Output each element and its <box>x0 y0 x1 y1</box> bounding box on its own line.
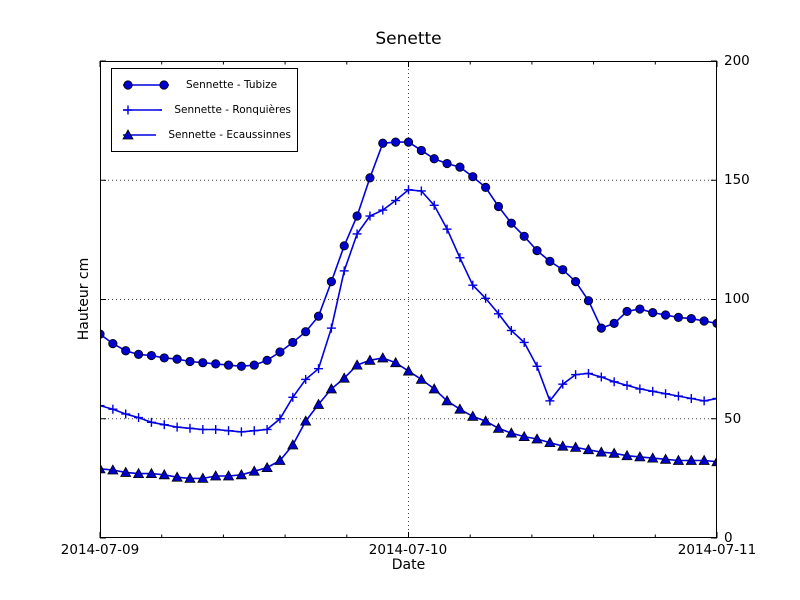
legend-label: Sennette - Tubize <box>186 78 278 91</box>
series-plus <box>100 185 717 437</box>
circle-marker-glyph <box>123 80 169 90</box>
legend-label: Sennette - Ronquières <box>174 103 291 116</box>
y-tick-label-0: 0 <box>724 530 733 546</box>
x-tick-label-0: 2014-07-09 <box>60 542 140 558</box>
x-axis-label: Date <box>391 557 426 573</box>
x-tick-label-2: 2014-07-11 <box>677 542 757 558</box>
plot-area <box>99 60 718 539</box>
y-tick-label-100: 100 <box>724 291 750 307</box>
x-tick-label-1: 2014-07-10 <box>368 542 448 558</box>
triangle-marker-glyph <box>122 129 157 140</box>
legend-label: Sennette - Ecaussinnes <box>168 129 291 142</box>
legend-entry-tubize: Sennette - Tubize <box>118 73 291 97</box>
plus-marker-glyph <box>123 105 163 115</box>
plot-svg <box>99 60 718 539</box>
y-axis-label: Hauteur cm <box>76 257 92 341</box>
y-tick-label-150: 150 <box>724 172 750 188</box>
y-tick-label-200: 200 <box>724 53 750 69</box>
legend: Sennette - Tubize Sennette - Ronquières … <box>111 68 298 152</box>
series-triangle <box>100 352 717 483</box>
series-circle <box>100 137 717 371</box>
legend-entry-ronquieres: Sennette - Ronquières <box>118 98 291 122</box>
y-tick-label-50: 50 <box>724 411 742 427</box>
legend-entry-ecaussinnes: Sennette - Ecaussinnes <box>118 123 291 147</box>
chart-title: Senette <box>375 29 442 49</box>
